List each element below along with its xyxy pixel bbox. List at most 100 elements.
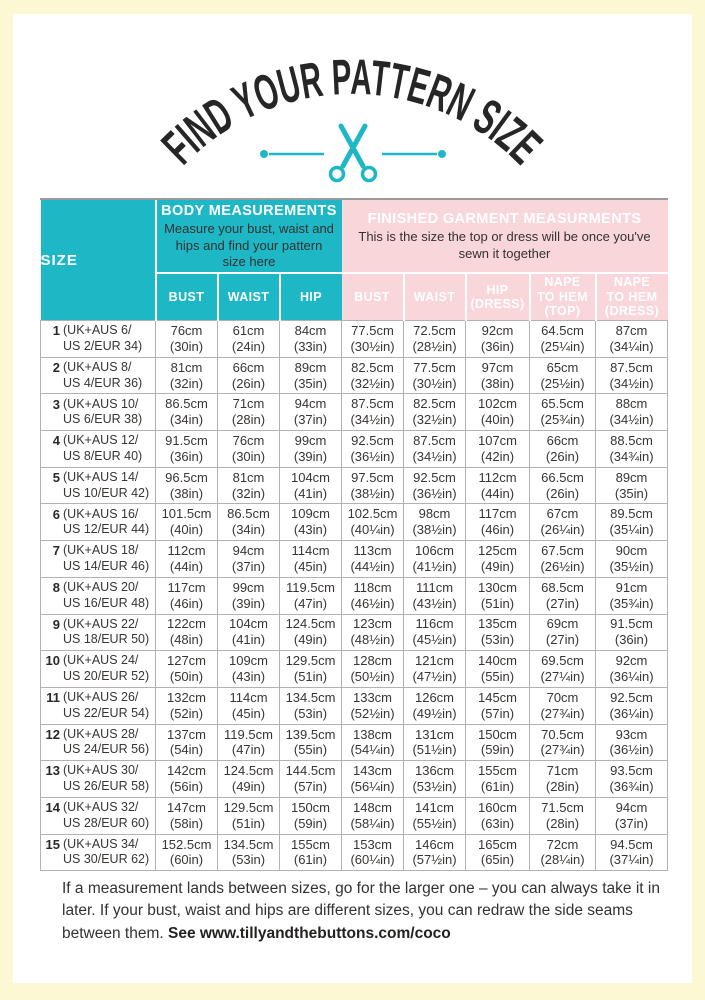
cell-hip-dress: 155cm (61in): [465, 760, 530, 798]
col-header-body-hip: HIP: [279, 272, 342, 321]
size-label: 8 (UK+AUS 20/US 16/EUR 48): [40, 576, 156, 615]
cell-body-bust: 81cm (32in): [155, 356, 218, 395]
size-label: 13 (UK+AUS 30/US 26/EUR 58): [40, 760, 156, 798]
cell-hip-dress: 107cm (42in): [465, 430, 530, 468]
cell-body-hip: 119.5cm (47in): [279, 576, 342, 615]
cell-body-hip: 104cm (41in): [279, 466, 342, 505]
garment-group-title: FINISHED GARMENT MEASURMENTS: [367, 211, 642, 228]
size-label: 6 (UK+AUS 16/US 12/EUR 44): [40, 503, 156, 542]
cell-body-waist: 61cm (24in): [217, 320, 280, 358]
cell-hip-dress: 160cm (63in): [465, 796, 530, 835]
size-label: 4 (UK+AUS 12/US 8/EUR 40): [40, 430, 156, 468]
cell-body-waist: 104cm (41in): [217, 613, 280, 652]
cell-body-bust: 76cm (30in): [155, 320, 218, 358]
cell-garment-waist: 131cm (51½in): [403, 723, 466, 762]
cell-nape-to-hem-dress: 94cm (37in): [595, 796, 668, 835]
table-row: 2 (UK+AUS 8/US 4/EUR 36) 81cm (32in) 66cm (26…: [40, 356, 668, 395]
cell-hip-dress: 140cm (55in): [465, 650, 530, 688]
cell-garment-bust: 128cm (50½in): [341, 650, 404, 688]
table-row: 13 (UK+AUS 30/US 26/EUR 58) 142cm (56in) 124…: [40, 760, 668, 798]
col-header-body-waist: WAIST: [217, 272, 281, 321]
table-row: 7 (UK+AUS 18/US 14/EUR 46) 112cm (44in) 94cm…: [40, 540, 668, 578]
cell-body-bust: 147cm (58in): [155, 796, 218, 835]
table-row: 14 (UK+AUS 32/US 28/EUR 60) 147cm (58in) 129…: [40, 796, 668, 835]
cell-body-waist: 94cm (37in): [217, 540, 280, 578]
cell-garment-bust: 102.5cm (40¼in): [341, 503, 404, 542]
size-label: 7 (UK+AUS 18/US 14/EUR 46): [40, 540, 156, 578]
cell-body-waist: 124.5cm (49in): [217, 760, 280, 798]
col-header-body-bust: BUST: [155, 272, 219, 321]
table-row: 8 (UK+AUS 20/US 16/EUR 48) 117cm (46in) 99cm…: [40, 576, 668, 615]
cell-nape-to-hem-top: 70cm (27¾in): [529, 686, 596, 725]
body-measurements-header: BODY MEASUREMENTS Measure your bust, wai…: [155, 200, 342, 273]
cell-body-bust: 91.5cm (36in): [155, 430, 218, 468]
cell-body-bust: 152.5cm (60in): [155, 833, 218, 872]
cell-garment-bust: 97.5cm (38½in): [341, 466, 404, 505]
cell-body-hip: 94cm (37in): [279, 393, 342, 432]
cell-body-hip: 134.5cm (53in): [279, 686, 342, 725]
size-table-body: 1 (UK+AUS 6/US 2/EUR 34) 76cm (30in) 61cm (24…: [40, 320, 668, 872]
cell-body-hip: 84cm (33in): [279, 320, 342, 358]
cell-nape-to-hem-top: 67.5cm (26½in): [529, 540, 596, 578]
table-row: 3 (UK+AUS 10/US 6/EUR 38) 86.5cm (34in) 71cm…: [40, 393, 668, 432]
divider-left-line: [260, 150, 324, 158]
cell-garment-waist: 98cm (38½in): [403, 503, 466, 542]
cell-nape-to-hem-top: 70.5cm (27¾in): [529, 723, 596, 762]
cell-body-bust: 127cm (50in): [155, 650, 218, 688]
cell-nape-to-hem-dress: 87cm (34¼in): [595, 320, 668, 358]
size-label: 3 (UK+AUS 10/US 6/EUR 38): [40, 393, 156, 432]
cell-nape-to-hem-top: 64.5cm (25¼in): [529, 320, 596, 358]
size-label: 5 (UK+AUS 14/US 10/EUR 42): [40, 466, 156, 505]
cell-nape-to-hem-dress: 92.5cm (36¼in): [595, 686, 668, 725]
cell-garment-waist: 141cm (55½in): [403, 796, 466, 835]
cell-garment-bust: 118cm (46½in): [341, 576, 404, 615]
cell-nape-to-hem-top: 69.5cm (27¼in): [529, 650, 596, 688]
cell-body-bust: 122cm (48in): [155, 613, 218, 652]
cell-body-waist: 66cm (26in): [217, 356, 280, 395]
cell-body-bust: 112cm (44in): [155, 540, 218, 578]
cell-garment-bust: 143cm (56¼in): [341, 760, 404, 798]
cell-garment-bust: 123cm (48½in): [341, 613, 404, 652]
cell-body-waist: 81cm (32in): [217, 466, 280, 505]
cell-nape-to-hem-dress: 93cm (36½in): [595, 723, 668, 762]
footnote-text: If a measurement lands between sizes, go…: [62, 880, 660, 942]
divider-right-line: [382, 150, 446, 158]
cell-body-waist: 129.5cm (51in): [217, 796, 280, 835]
cell-body-waist: 76cm (30in): [217, 430, 280, 468]
cell-hip-dress: 130cm (51in): [465, 576, 530, 615]
footnote-url: See www.tillyandthebuttons.com/coco: [167, 924, 451, 942]
cell-nape-to-hem-dress: 87.5cm (34½in): [595, 356, 668, 395]
body-group-subtitle: Measure your bust, waist and hips and fi…: [164, 220, 334, 270]
cell-body-hip: 99cm (39in): [279, 430, 342, 468]
cell-nape-to-hem-top: 66.5cm (26in): [529, 466, 596, 505]
cell-hip-dress: 125cm (49in): [465, 540, 530, 578]
finished-garment-header: FINISHED GARMENT MEASURMENTS This is the…: [341, 200, 668, 273]
group-header-row: SIZE BODY MEASUREMENTS Measure your bust…: [40, 200, 668, 321]
cell-body-waist: 71cm (28in): [217, 393, 280, 432]
cell-body-hip: 109cm (43in): [279, 503, 342, 542]
size-label: 9 (UK+AUS 22/US 18/EUR 50): [40, 613, 156, 652]
cell-body-bust: 96.5cm (38in): [155, 466, 218, 505]
cell-body-bust: 142cm (56in): [155, 760, 218, 798]
table-row: 6 (UK+AUS 16/US 12/EUR 44) 101.5cm (40in) 86…: [40, 503, 668, 542]
cell-nape-to-hem-dress: 89.5cm (35¼in): [595, 503, 668, 542]
cell-nape-to-hem-dress: 94.5cm (37¼in): [595, 833, 668, 872]
cell-garment-waist: 106cm (41½in): [403, 540, 466, 578]
cell-garment-waist: 72.5cm (28½in): [403, 320, 466, 358]
cell-body-bust: 86.5cm (34in): [155, 393, 218, 432]
size-label: 11 (UK+AUS 26/US 22/EUR 54): [40, 686, 156, 725]
cell-hip-dress: 117cm (46in): [465, 503, 530, 542]
cell-garment-bust: 82.5cm (32½in): [341, 356, 404, 395]
table-row: 9 (UK+AUS 22/US 18/EUR 50) 122cm (48in) 104c…: [40, 613, 668, 652]
table-row: 11 (UK+AUS 26/US 22/EUR 54) 132cm (52in) 114…: [40, 686, 668, 725]
cell-nape-to-hem-dress: 91.5cm (36in): [595, 613, 668, 652]
page-title: FIND YOUR PATTERN SIZE: [151, 49, 552, 175]
cell-body-hip: 144.5cm (57in): [279, 760, 342, 798]
cell-nape-to-hem-dress: 89cm (35in): [595, 466, 668, 505]
cell-garment-waist: 136cm (53½in): [403, 760, 466, 798]
cell-garment-waist: 77.5cm (30½in): [403, 356, 466, 395]
scissors-icon: [328, 123, 378, 183]
cell-garment-waist: 126cm (49½in): [403, 686, 466, 725]
size-label: 14 (UK+AUS 32/US 28/EUR 60): [40, 796, 156, 835]
cell-nape-to-hem-top: 71cm (28in): [529, 760, 596, 798]
